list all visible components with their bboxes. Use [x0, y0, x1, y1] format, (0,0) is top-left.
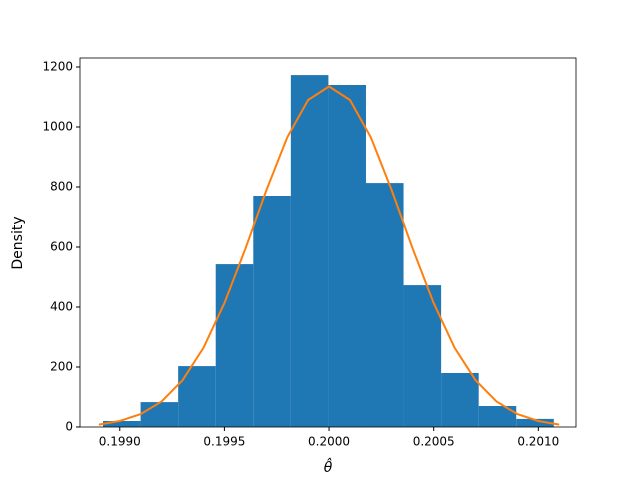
bar — [403, 285, 442, 427]
x-tick-label: 0.1990 — [99, 435, 141, 449]
bar — [140, 402, 179, 427]
y-tick-label: 1200 — [42, 60, 73, 74]
y-tick-label: 0 — [65, 420, 73, 434]
bar — [253, 196, 291, 427]
y-tick-label: 600 — [50, 240, 73, 254]
plot-frame — [79, 57, 577, 428]
bar — [478, 406, 517, 427]
bar — [290, 75, 329, 427]
y-tick-label: 200 — [50, 360, 73, 374]
bar — [441, 373, 479, 427]
bar — [103, 421, 141, 427]
x-axis-label: θ̂ — [324, 457, 333, 476]
bar — [365, 183, 404, 427]
fit-curve — [98, 85, 560, 426]
x-tick-label: 0.2000 — [308, 435, 350, 449]
y-axis-label: Density — [10, 216, 26, 269]
y-tick-label: 800 — [50, 180, 73, 194]
x-tick-label: 0.2010 — [517, 435, 559, 449]
x-tick-label: 0.2005 — [413, 435, 455, 449]
bar — [328, 85, 366, 427]
y-tick-label: 1000 — [42, 120, 73, 134]
bar — [516, 418, 554, 427]
bar — [215, 264, 254, 427]
y-tick-label: 400 — [50, 300, 73, 314]
x-tick-label: 0.1995 — [203, 435, 245, 449]
bar — [178, 366, 216, 427]
